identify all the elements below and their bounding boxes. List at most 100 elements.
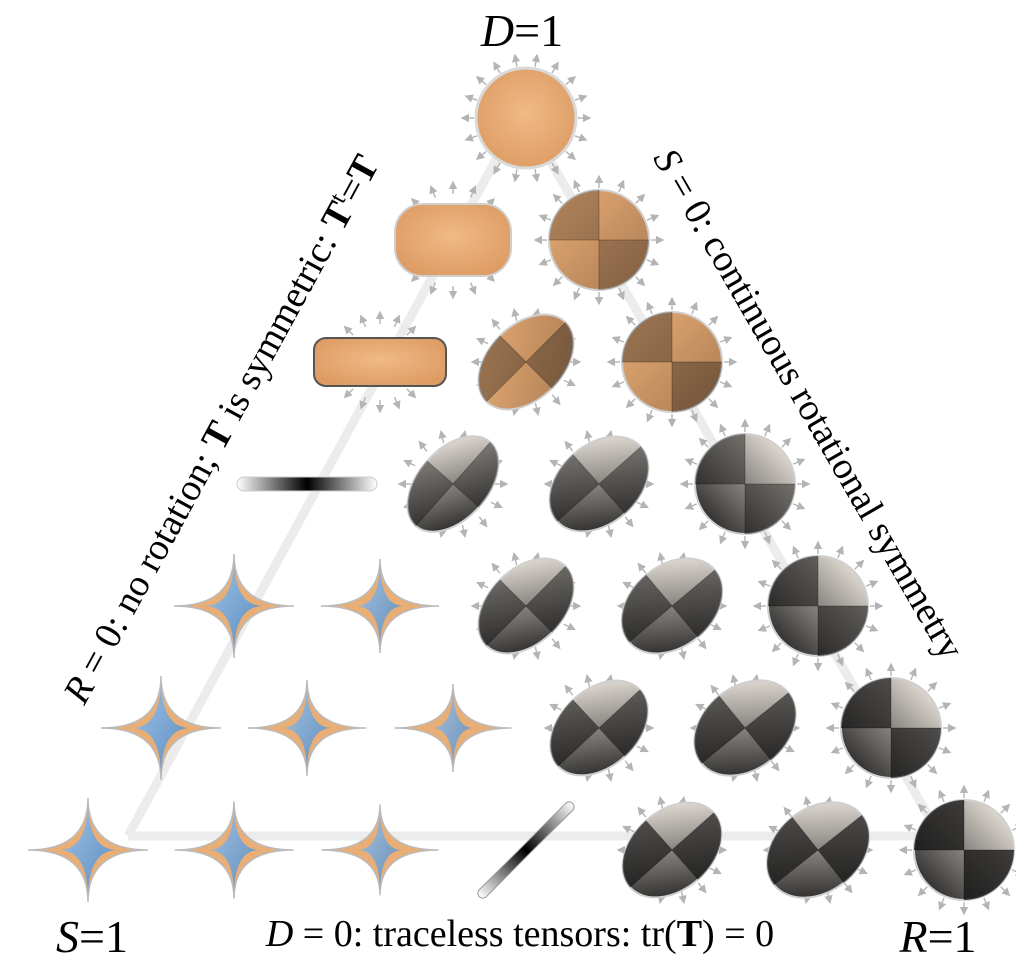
field-arrow [792, 501, 806, 510]
pinwheel-axis [499, 335, 553, 389]
pinwheel-sector [818, 815, 869, 883]
field-arrow [697, 882, 707, 894]
field-arrow [550, 162, 559, 175]
pinwheel-sector [622, 820, 672, 888]
pinwheel-axis [415, 441, 491, 527]
field-arrow [573, 179, 582, 193]
field-arrow [464, 133, 478, 142]
pinwheel-sector [745, 484, 795, 534]
field-arrow [689, 301, 698, 315]
field-arrow [538, 214, 552, 223]
pinwheel-axis [645, 574, 699, 638]
pinwheel-axis [572, 454, 626, 514]
field-arrow [865, 623, 879, 632]
pinwheel-sector [891, 728, 941, 778]
pinwheel-axis [426, 460, 480, 508]
field-arrow [835, 545, 844, 559]
pinwheel-sector [526, 566, 574, 633]
field-arrow [1011, 867, 1016, 876]
field-arrow [678, 646, 687, 661]
star-glyph-core [131, 678, 191, 778]
field-arrow [565, 150, 577, 161]
pinwheel-axis [629, 812, 715, 888]
field-arrow [981, 897, 990, 911]
pinwheel-glyph [477, 313, 575, 411]
field-arrow [563, 378, 576, 387]
star-glyph-core [208, 803, 260, 897]
field-arrow [511, 169, 521, 183]
field-arrow [531, 53, 541, 67]
field-arrow [698, 520, 709, 531]
pinwheel-sector [621, 574, 672, 642]
field-arrow [637, 806, 647, 818]
pinwheel-sector [745, 692, 796, 761]
field-arrow [792, 653, 801, 667]
pinwheel-glyph [620, 557, 724, 655]
field-arrow [464, 94, 478, 103]
pinwheel-sector [767, 817, 818, 885]
field-arrow [511, 53, 521, 67]
field-arrow [1000, 886, 1011, 897]
field-arrow [757, 580, 771, 589]
field-arrow [927, 764, 938, 775]
field-arrow [468, 282, 477, 295]
field-arrow [478, 516, 488, 528]
vertex-label-left: S=1 [56, 911, 128, 962]
field-arrow [418, 440, 428, 452]
pinwheel-sector [478, 335, 526, 402]
field-arrow [684, 458, 698, 467]
field-arrow [552, 193, 563, 204]
field-arrow [719, 379, 733, 388]
field-arrow [903, 824, 917, 833]
pinwheel-body [694, 433, 796, 535]
field-arrow [792, 458, 806, 467]
pinwheel-sector [599, 240, 649, 290]
field-arrow [605, 524, 614, 539]
field-arrow [624, 760, 634, 772]
field-arrow [563, 622, 576, 631]
pinwheel-glyph [477, 557, 575, 655]
field-arrow [532, 402, 541, 417]
star-glyph-core [58, 800, 118, 900]
pinwheel-body [477, 557, 575, 655]
field-arrow [709, 622, 722, 631]
field-arrow [550, 61, 559, 74]
field-arrow [938, 745, 952, 754]
field-arrow [493, 162, 502, 175]
field-arrow [865, 580, 879, 589]
field-arrow [938, 789, 947, 803]
field-arrow [843, 882, 853, 894]
pinwheel-axis [718, 695, 772, 761]
field-arrow [938, 702, 952, 711]
field-arrow [584, 429, 593, 444]
pinwheel-axis [486, 322, 566, 402]
pinwheel-glyph [549, 679, 649, 777]
pinwheel-glyph [840, 677, 942, 779]
pinwheel-glyph [913, 799, 1015, 901]
field-arrow [438, 429, 447, 444]
pinwheel-axis [701, 692, 789, 764]
pinwheel-glyph [548, 189, 650, 291]
field-arrow [551, 394, 561, 406]
pinwheel-glyph [767, 555, 869, 657]
field-arrow [781, 520, 792, 531]
long-rect-glyph [313, 337, 447, 387]
field-arrow [625, 398, 636, 409]
edge-label-bottom: D = 0: traceless tensors: tr(T) = 0 [265, 913, 774, 955]
pinwheel-sector [672, 812, 722, 880]
field-arrow [830, 702, 844, 711]
field-arrow [830, 745, 844, 754]
field-arrow [771, 642, 782, 653]
field-arrow [684, 501, 698, 510]
field-arrow [625, 315, 636, 326]
disc-glyph [474, 66, 578, 170]
pinwheel-sector [914, 800, 964, 850]
field-arrow [1000, 803, 1011, 814]
field-arrow [646, 301, 655, 315]
pinwheel-axis [499, 579, 553, 633]
field-arrow [406, 325, 417, 336]
field-arrow [491, 562, 501, 574]
field-arrow [657, 795, 666, 810]
field-arrow [636, 744, 649, 753]
